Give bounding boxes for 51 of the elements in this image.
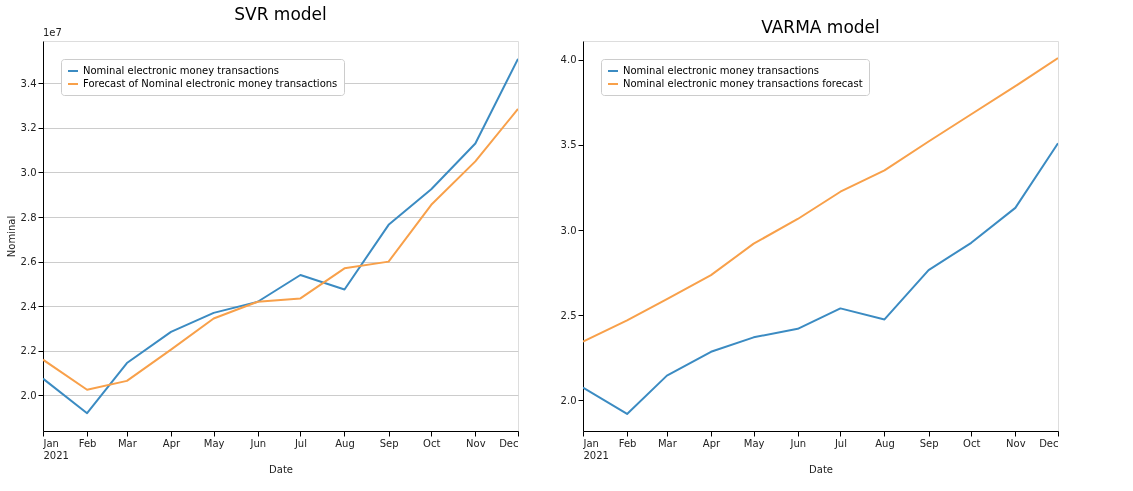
legend-label: Nominal electronic money transactions	[623, 65, 819, 76]
y-tick-label: 2.0	[560, 394, 577, 406]
text: 1e7	[43, 27, 62, 38]
x-tick-label: May	[743, 437, 765, 449]
legend-label: Nominal electronic money transactions	[83, 65, 279, 76]
x-tick-label: Jun	[249, 437, 267, 449]
x-tick-label: Apr	[162, 437, 182, 449]
legend-label: Nominal electronic money transactions forecast	[623, 78, 863, 89]
x-tick-label: Aug	[335, 437, 355, 449]
y-tick-label: 3.0	[560, 224, 577, 236]
x-tick-label: Feb	[78, 437, 97, 449]
legend-label: Forecast of Nominal electronic money transactions	[83, 78, 338, 89]
y-tick-label: 3.5	[560, 139, 577, 151]
y-axis-title: Nominal	[5, 215, 17, 258]
line-series	[583, 142, 1058, 415]
x-axis-title: Date	[269, 463, 293, 475]
y-tick-label: 2.5	[560, 309, 577, 321]
y-tick-label: 2.0	[20, 389, 37, 401]
y-tick-label: 2.2	[20, 345, 37, 357]
x-tick-label: Aug	[875, 437, 895, 449]
x-tick-label: Apr	[702, 437, 722, 449]
x-tick-label: Jun	[789, 437, 807, 449]
x-tick-label: Mar	[657, 437, 678, 449]
y-tick-label: 3.2	[20, 122, 37, 134]
chart-title: VARMA model	[761, 17, 880, 37]
x-tick-label: Nov	[466, 437, 486, 449]
line-series	[43, 57, 518, 415]
x-tick-label: Jan 2021	[582, 437, 609, 461]
y-tick-label: 3.4	[20, 77, 37, 89]
x-tick-label: Dec	[499, 437, 519, 449]
x-tick-label: Mar	[117, 437, 138, 449]
x-tick-label: Jul	[293, 437, 307, 449]
chart-title: SVR model	[234, 4, 327, 24]
x-tick-label: Oct	[963, 437, 981, 449]
x-tick-label: May	[203, 437, 225, 449]
y-tick-label: 3.0	[20, 166, 37, 178]
y-tick-label: 4.0	[560, 54, 577, 66]
x-tick-label: Oct	[423, 437, 441, 449]
x-tick-label: Jan 2021	[42, 437, 69, 461]
x-axis-title: Date	[809, 463, 833, 475]
y-tick-label: 2.4	[20, 300, 37, 312]
x-tick-label: Sep	[379, 437, 399, 449]
y-tick-label: 2.8	[20, 211, 37, 223]
x-tick-label: Sep	[919, 437, 939, 449]
x-tick-label: Nov	[1006, 437, 1026, 449]
x-tick-label: Feb	[618, 437, 637, 449]
x-tick-label: Dec	[1039, 437, 1059, 449]
x-tick-label: Jul	[833, 437, 847, 449]
line-series	[583, 57, 1058, 343]
y-tick-label: 2.6	[20, 256, 37, 268]
line-series	[43, 107, 518, 391]
